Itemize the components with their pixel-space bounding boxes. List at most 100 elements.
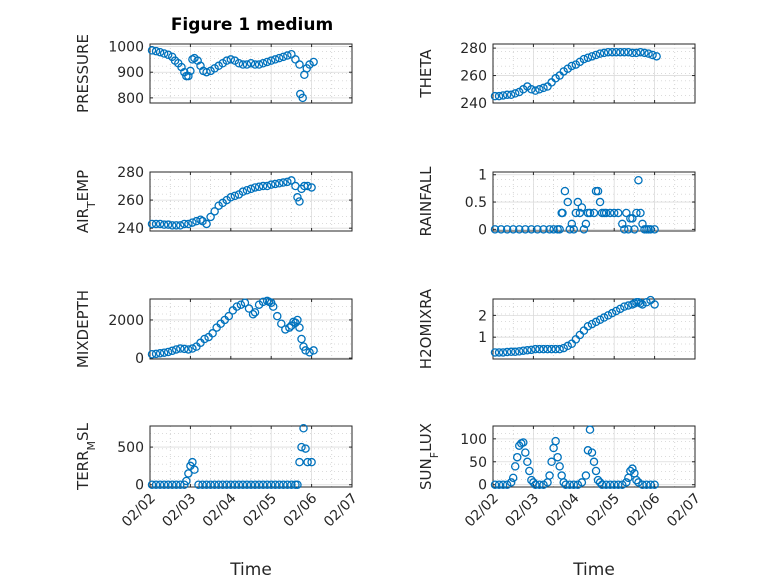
data-point <box>281 325 290 334</box>
data-point <box>238 60 248 69</box>
x-axis-label-left: Time <box>229 560 272 580</box>
data-point <box>147 46 157 55</box>
data-point <box>555 462 564 471</box>
data-point <box>159 348 169 357</box>
data-point <box>184 469 193 478</box>
data-point <box>242 480 252 489</box>
data-point <box>591 466 601 476</box>
data-point <box>182 476 191 486</box>
y-tick-label: 500 <box>117 440 144 456</box>
data-point <box>553 452 562 462</box>
y-axis-label: PRESSURE <box>74 34 92 113</box>
data-point <box>167 346 177 356</box>
data-point <box>202 480 211 489</box>
data-point <box>230 191 240 201</box>
data-point <box>545 471 554 480</box>
data-point <box>186 66 195 76</box>
subplot-6: 1 2 H2OMIXRA <box>417 288 696 369</box>
data-point <box>254 182 264 191</box>
y-tick-label: 260 <box>117 193 144 209</box>
data-point <box>632 208 641 218</box>
data-point <box>638 480 647 489</box>
data-point <box>155 219 165 229</box>
data-point <box>234 58 244 68</box>
x-tick-label: 02/05 <box>583 491 623 531</box>
data-point <box>521 225 530 234</box>
y-axis-label: SUNFLUX <box>417 423 441 490</box>
data-point <box>222 480 232 489</box>
data-point <box>527 345 536 355</box>
data-point <box>180 344 189 354</box>
data-point <box>163 220 173 229</box>
data-point <box>232 302 242 311</box>
data-point <box>293 193 302 202</box>
data-point <box>583 53 593 62</box>
data-point <box>646 225 655 234</box>
axes-box <box>492 171 696 232</box>
data-point <box>262 57 272 67</box>
data-point <box>579 225 589 234</box>
data-point <box>291 55 300 64</box>
data-point <box>577 478 587 487</box>
data-point <box>246 184 256 194</box>
data-point <box>490 225 500 234</box>
data-point <box>581 219 591 229</box>
data-point <box>275 53 284 63</box>
data-point <box>498 91 508 100</box>
data-point <box>569 480 579 489</box>
data-point <box>555 225 564 234</box>
data-point <box>147 480 157 489</box>
data-point <box>226 55 236 64</box>
data-point <box>502 225 512 234</box>
data-point <box>601 480 611 489</box>
data-point <box>151 46 161 56</box>
data-point <box>589 208 599 218</box>
y-axis-label: H2OMIXRA <box>417 288 435 369</box>
data-point <box>510 89 520 98</box>
y-tick-label: 280 <box>460 41 487 57</box>
data-point <box>605 208 615 218</box>
data-point <box>279 178 288 187</box>
data-point <box>506 90 516 100</box>
data-point <box>644 49 653 58</box>
x-tick-label: 02/03 <box>159 491 199 531</box>
data-point <box>539 83 548 93</box>
subplot-7: 0 500 02/02 02/03 02/04 02/05 02/06 02/07 TERRMS… <box>74 422 361 530</box>
data-point <box>151 480 161 489</box>
x-tick-label: 02/07 <box>321 491 361 531</box>
data-point <box>258 58 268 68</box>
data-point <box>616 47 625 57</box>
data-point <box>535 480 544 489</box>
data-point <box>275 178 284 188</box>
data-point <box>632 475 641 485</box>
data-point <box>648 50 657 60</box>
data-point <box>634 175 643 185</box>
data-point <box>624 225 633 234</box>
data-point <box>244 304 254 313</box>
data-point <box>494 91 504 101</box>
data-point <box>628 48 637 58</box>
x-tick-label: 02/04 <box>543 490 583 530</box>
data-point <box>277 319 286 329</box>
data-point <box>607 47 617 57</box>
y-tick-label: 0 <box>478 222 487 238</box>
data-point <box>642 298 651 307</box>
data-point <box>236 300 246 309</box>
data-point <box>163 347 173 357</box>
data-point <box>561 480 570 489</box>
data-point <box>180 219 189 229</box>
data-point <box>527 85 536 94</box>
data-point <box>283 480 292 489</box>
data-point <box>591 317 601 327</box>
data-point <box>210 207 219 216</box>
data-point <box>293 315 302 325</box>
data-point <box>190 465 199 474</box>
data-point <box>508 225 518 234</box>
data-point <box>585 425 595 434</box>
data-point <box>589 457 599 467</box>
y-tick-label: 900 <box>117 65 144 81</box>
y-axis-label: THETA <box>417 49 435 99</box>
data-point <box>202 219 211 229</box>
data-point <box>208 329 217 338</box>
data-point <box>194 480 203 489</box>
